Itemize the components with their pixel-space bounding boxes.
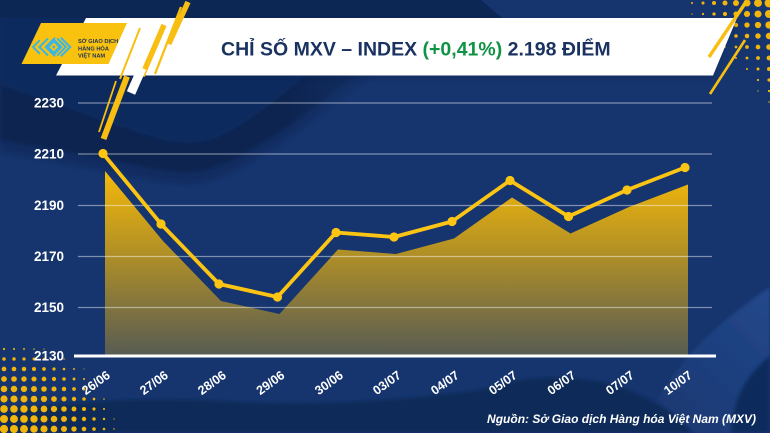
svg-text:HÀNG HÓA: HÀNG HÓA [78, 44, 109, 52]
svg-text:VIỆT NAM: VIỆT NAM [78, 52, 105, 60]
svg-text:CHỈ SỐ MXV – INDEX (+0,41%) 2.: CHỈ SỐ MXV – INDEX (+0,41%) 2.198 ĐIỂM [221, 37, 611, 61]
svg-text:2210: 2210 [34, 147, 64, 162]
svg-text:2230: 2230 [34, 96, 64, 111]
svg-text:Nguồn: Sở Giao dịch Hàng hóa V: Nguồn: Sở Giao dịch Hàng hóa Việt Nam (M… [487, 412, 756, 426]
svg-text:2170: 2170 [34, 249, 64, 264]
svg-text:2150: 2150 [34, 300, 64, 315]
svg-text:2130: 2130 [34, 349, 64, 364]
svg-text:SỞ GIAO DỊCH: SỞ GIAO DỊCH [78, 38, 118, 45]
svg-text:2190: 2190 [34, 198, 64, 213]
